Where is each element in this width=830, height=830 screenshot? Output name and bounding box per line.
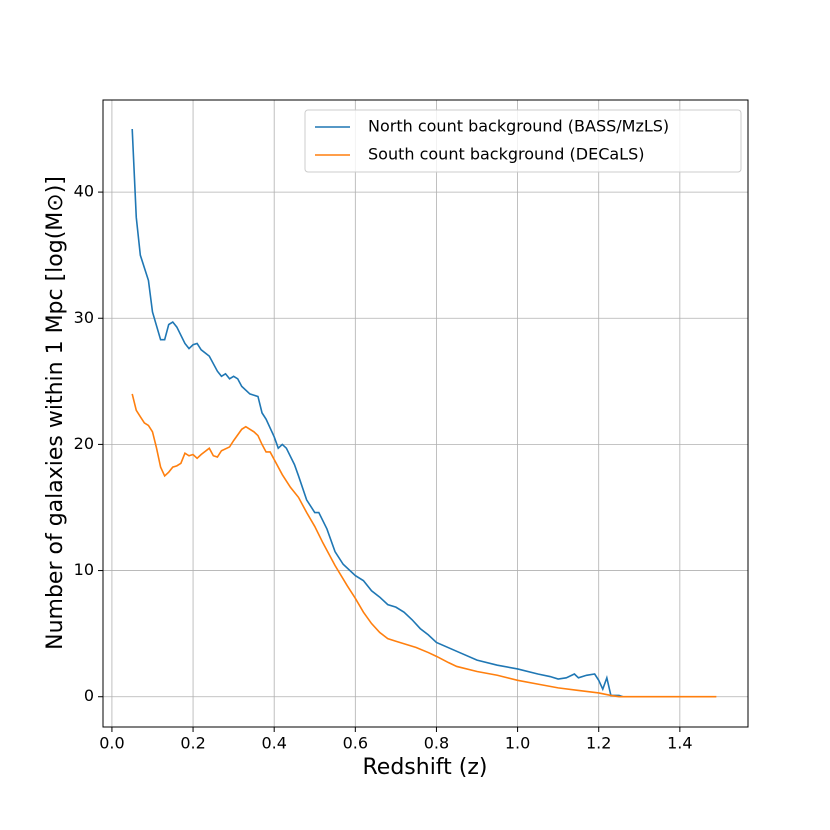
y-tick-label: 10	[74, 560, 94, 579]
x-tick-label: 0.8	[424, 734, 449, 753]
legend-box	[304, 109, 742, 173]
y-tick-label: 30	[74, 308, 94, 327]
x-axis-label: Redshift (z)	[362, 755, 487, 780]
plot-frame	[102, 99, 749, 728]
x-tick-label: 1.4	[667, 734, 692, 753]
y-tick-label: 20	[74, 434, 94, 453]
x-tick-label: 0.0	[99, 734, 124, 753]
legend-label: North count background (BASS/MzLS)	[368, 117, 669, 136]
x-tick-label: 0.6	[343, 734, 368, 753]
x-tick-label: 0.2	[180, 734, 205, 753]
y-tick-label: 0	[84, 686, 94, 705]
x-tick-label: 1.2	[586, 734, 611, 753]
legend-label: South count background (DECaLS)	[368, 145, 645, 164]
y-tick-label: 40	[74, 182, 94, 201]
x-tick-label: 1.0	[505, 734, 530, 753]
line-series	[131, 393, 717, 698]
x-tick-label: 0.4	[261, 734, 286, 753]
y-axis-label: Number of galaxies within 1 Mpc [log(M⊙)…	[43, 176, 68, 650]
line-series	[131, 128, 624, 698]
